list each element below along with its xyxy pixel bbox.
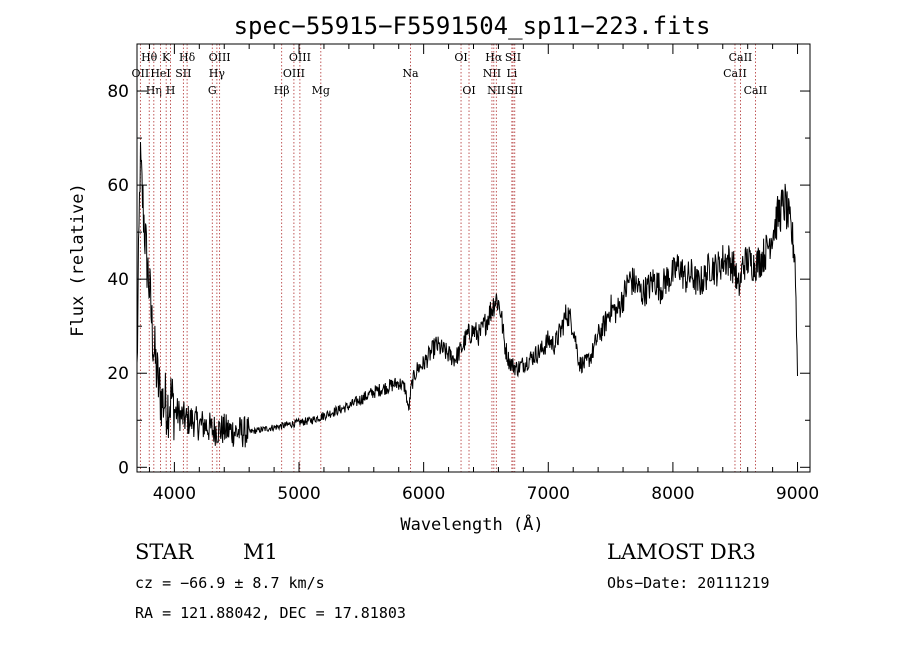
y-tick-label: 20 — [107, 364, 129, 384]
x-tick-label: 5000 — [277, 484, 320, 504]
x-tick-label: 6000 — [402, 484, 445, 504]
chart-title: spec−55915−F5591504_sp11−223.fits — [234, 12, 711, 40]
redshift-velocity: cz = −66.9 ± 8.7 km/s — [135, 574, 325, 592]
x-tick-label: 8000 — [651, 484, 694, 504]
y-tick-label: 60 — [107, 176, 129, 196]
emission-line-label: Hβ — [274, 84, 290, 97]
y-axis-label: Flux (relative) — [68, 183, 88, 337]
spectrum-line — [136, 141, 798, 448]
emission-line-label: SⅠⅠ — [507, 84, 523, 97]
emission-line-label: Mg — [312, 84, 330, 97]
emission-line-label: OⅠⅠⅠ — [289, 51, 311, 64]
emission-line-label: SⅠⅠ — [505, 51, 521, 64]
emission-line-label: CaⅠⅠ — [723, 67, 747, 80]
survey-name: LAMOST DR3 — [607, 540, 756, 564]
emission-line-label: Na — [402, 67, 419, 80]
emission-line-label: SⅠⅠ — [175, 67, 191, 80]
emission-line-label: Hθ — [141, 51, 158, 64]
object-subclass: M1 — [243, 540, 278, 564]
emission-line-label: CaⅠⅠ — [744, 84, 768, 97]
emission-line-label: NⅠⅠ — [487, 84, 505, 97]
emission-line-label: G — [208, 84, 217, 97]
emission-line-label: Hδ — [179, 51, 196, 64]
y-tick-label: 0 — [118, 458, 129, 478]
object-type: STAR — [135, 540, 194, 564]
observation-date: Obs−Date: 20111219 — [607, 574, 770, 592]
x-tick-label: 7000 — [527, 484, 570, 504]
x-tick-label: 4000 — [153, 484, 196, 504]
y-tick-label: 40 — [107, 270, 129, 290]
x-tick-label: 9000 — [776, 484, 819, 504]
emission-line-label: OⅠⅠⅠ — [209, 51, 231, 64]
coordinates: RA = 121.88042, DEC = 17.81803 — [135, 604, 406, 622]
plot-area: OⅠⅠ Hθ Hη HeⅠ K H SⅠⅠ Hδ G Hγ OⅠⅠⅠ Hβ OⅠⅠⅠ OⅠⅠⅠ Mg Na OⅠ… — [107, 43, 819, 504]
emission-line-label: CaⅠⅠ — [729, 51, 753, 64]
emission-line-label: Hγ — [209, 67, 226, 80]
emission-line-label: NⅠⅠ — [483, 67, 501, 80]
emission-line-label: OⅠ — [462, 84, 475, 97]
emission-line-label: Hα — [485, 51, 503, 64]
emission-line-label: Li — [506, 67, 517, 80]
emission-line-label: H — [166, 84, 176, 97]
y-tick-label: 80 — [107, 82, 129, 102]
emission-line-label: HeⅠ — [150, 67, 170, 80]
emission-line-label: OⅠⅠⅠ — [283, 67, 305, 80]
emission-line-label: Hη — [146, 84, 162, 97]
emission-line-label: OⅠⅠ — [132, 67, 150, 80]
emission-line-label: K — [162, 51, 171, 64]
x-axis-label: Wavelength (Å) — [400, 513, 543, 535]
emission-line-label: OⅠ — [454, 51, 467, 64]
